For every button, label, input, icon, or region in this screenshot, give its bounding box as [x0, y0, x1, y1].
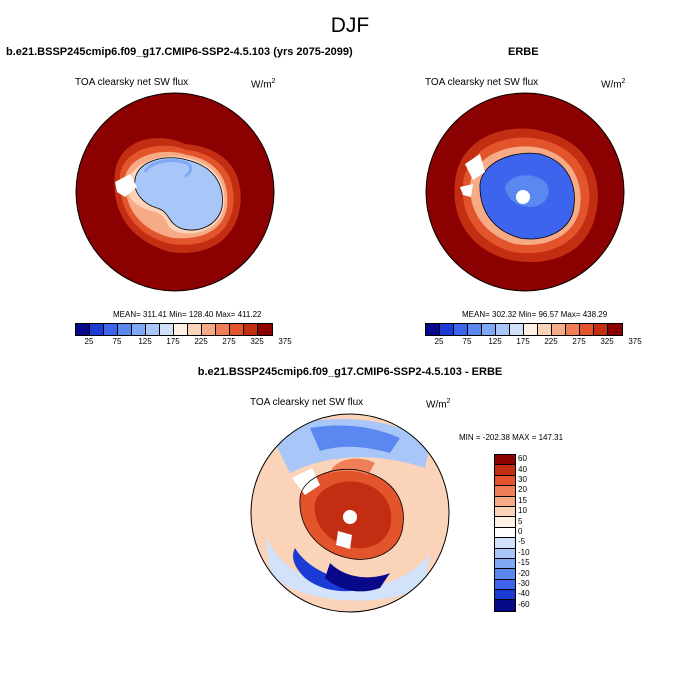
diff-colorbar-tick-label: -30: [518, 579, 530, 588]
obs-colorbar-swatch: [468, 324, 482, 335]
obs-colorbar-tick-label: 325: [600, 337, 614, 346]
diff-colorbar-tick-label: -15: [518, 558, 530, 568]
diff-colorbar-tick-label: 10: [518, 506, 527, 516]
diff-panel-title: b.e21.BSSP245cmip6.f09_g17.CMIP6-SSP2-4.…: [197, 366, 503, 378]
model-colorbar-tick-label: 175: [166, 337, 180, 346]
diff-colorbar-ticks: 60 40 30 20 15 10 5 0 -5 -10 -15 -20 -30 -40 -60: [518, 454, 558, 610]
model-colorbar: [75, 323, 273, 336]
diff-colorbar-swatch: [495, 506, 515, 518]
model-colorbar-swatch: [174, 324, 188, 335]
model-colorbar-tick-label: 275: [222, 337, 236, 346]
obs-polar-map: [425, 92, 625, 292]
diff-colorbar-tick-label: 20: [518, 485, 527, 495]
obs-colorbar-swatch: [552, 324, 566, 335]
diff-colorbar-swatch: [495, 538, 515, 549]
obs-panel-title: ERBE: [508, 46, 539, 58]
diff-colorbar: [494, 454, 516, 612]
diff-colorbar-swatch: [495, 548, 515, 559]
diff-colorbar-swatch: [495, 569, 515, 580]
model-stats: MEAN= 311.41 Min= 128.40 Max= 411.22: [113, 310, 262, 319]
diff-colorbar-tick-label: -5: [518, 537, 526, 547]
obs-colorbar-swatch: [538, 324, 552, 335]
obs-colorbar-swatch: [426, 324, 440, 335]
model-panel-title: b.e21.BSSP245cmip6.f09_g17.CMIP6-SSP2-4.…: [6, 46, 353, 58]
model-colorbar-tick-label: 375: [278, 337, 292, 346]
model-colorbar-swatch: [90, 324, 104, 335]
obs-units: W/m2: [601, 78, 626, 91]
diff-colorbar-swatch: [495, 517, 515, 528]
obs-colorbar-tick-label: 175: [516, 337, 530, 346]
diff-colorbar-swatch: [495, 496, 515, 507]
diff-colorbar-swatch: [495, 590, 515, 601]
obs-colorbar-swatch: [524, 324, 538, 335]
obs-colorbar-tick-label: 125: [488, 337, 502, 346]
obs-colorbar-swatch: [454, 324, 468, 335]
model-colorbar-swatch: [160, 324, 174, 335]
model-colorbar-swatch: [76, 324, 90, 335]
season-title: DJF: [330, 14, 370, 37]
model-colorbar-swatch: [258, 324, 272, 335]
diff-colorbar-swatch: [495, 455, 515, 466]
model-colorbar-ticks: 25 75 125 175 225 275 325 375: [75, 337, 292, 349]
diff-colorbar-tick-label: 5: [518, 516, 523, 526]
obs-colorbar-tick-label: 25: [434, 337, 444, 346]
diff-stats: MIN = -202.38 MAX = 147.31: [459, 433, 564, 442]
diff-colorbar-swatch: [495, 558, 515, 570]
diff-colorbar-swatch: [495, 475, 515, 487]
model-colorbar-swatch: [118, 324, 132, 335]
model-polar-map: [75, 92, 275, 292]
diff-colorbar-tick-label: 30: [518, 475, 527, 484]
diff-colorbar-tick-label: -10: [518, 547, 530, 557]
model-colorbar-swatch: [146, 324, 160, 335]
diff-colorbar-tick-label: -60: [518, 599, 530, 609]
obs-colorbar-tick-label: 75: [462, 337, 472, 346]
obs-colorbar-swatch: [496, 324, 510, 335]
model-colorbar-swatch: [132, 324, 146, 335]
obs-colorbar: [425, 323, 623, 336]
model-map-label: TOA clearsky net SW flux: [75, 77, 189, 88]
obs-colorbar-swatch: [482, 324, 496, 335]
diff-colorbar-swatch: [495, 579, 515, 591]
diff-colorbar-tick-label: 15: [518, 495, 527, 505]
diff-colorbar-tick-label: 0: [518, 527, 523, 536]
model-colorbar-swatch: [230, 324, 244, 335]
model-colorbar-tick-label: 25: [84, 337, 94, 346]
obs-colorbar-tick-label: 375: [628, 337, 642, 346]
model-colorbar-swatch: [188, 324, 202, 335]
diff-map-label: TOA clearsky net SW flux: [250, 397, 364, 408]
model-colorbar-tick-label: 125: [138, 337, 152, 346]
model-colorbar-tick-label: 325: [250, 337, 264, 346]
diff-colorbar-swatch: [495, 600, 515, 611]
model-colorbar-swatch: [202, 324, 216, 335]
obs-stats: MEAN= 302.32 Min= 96.57 Max= 438.29: [462, 310, 608, 319]
obs-colorbar-swatch: [580, 324, 594, 335]
diff-units: W/m2: [426, 398, 451, 411]
model-colorbar-swatch: [216, 324, 230, 335]
obs-colorbar-swatch: [594, 324, 608, 335]
model-colorbar-swatch: [104, 324, 118, 335]
model-units: W/m2: [251, 78, 276, 91]
diff-colorbar-tick-label: -40: [518, 589, 530, 599]
diff-colorbar-swatch: [495, 465, 515, 476]
obs-colorbar-tick-label: 275: [572, 337, 586, 346]
obs-map-label: TOA clearsky net SW flux: [425, 77, 539, 88]
obs-colorbar-tick-label: 225: [544, 337, 558, 346]
obs-colorbar-swatch: [440, 324, 454, 335]
diff-colorbar-swatch: [495, 527, 515, 539]
diff-colorbar-tick-label: 60: [518, 454, 527, 464]
diff-colorbar-swatch: [495, 486, 515, 497]
obs-colorbar-swatch: [608, 324, 622, 335]
obs-colorbar-ticks: 25 75 125 175 225 275 325 375: [425, 337, 642, 349]
diff-colorbar-tick-label: -20: [518, 568, 530, 578]
diff-colorbar-tick-label: 40: [518, 464, 527, 474]
model-colorbar-tick-label: 75: [112, 337, 122, 346]
model-colorbar-tick-label: 225: [194, 337, 208, 346]
obs-colorbar-swatch: [510, 324, 524, 335]
diff-polar-map: [250, 413, 450, 613]
model-colorbar-swatch: [244, 324, 258, 335]
obs-colorbar-swatch: [566, 324, 580, 335]
